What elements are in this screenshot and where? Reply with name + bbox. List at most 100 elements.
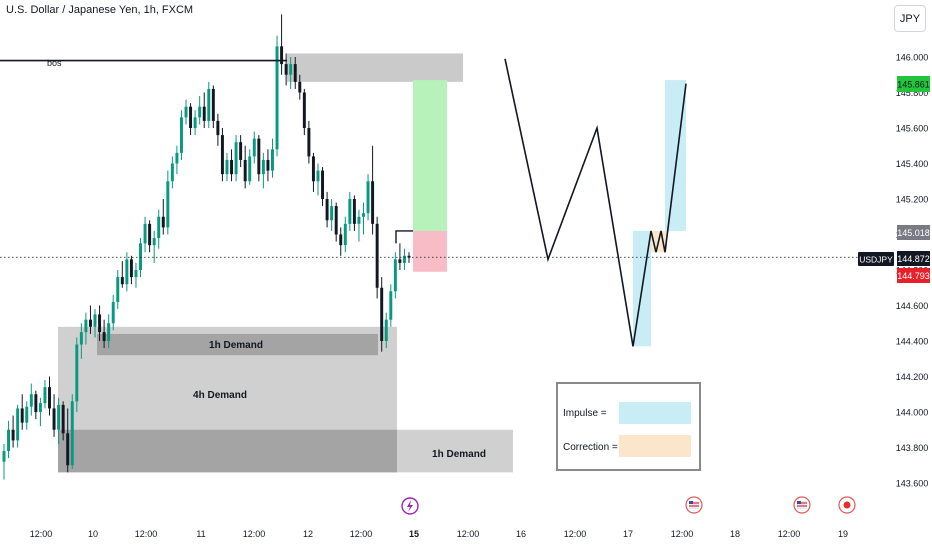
x-tick-label: 12:00 (457, 529, 480, 539)
candle (57, 397, 61, 444)
candle-body (266, 159, 270, 171)
x-tick-label: 18 (730, 529, 740, 539)
currency-button[interactable]: JPY (894, 5, 926, 32)
candle-body (302, 92, 306, 128)
candle (239, 135, 243, 168)
x-tick-label: 12:00 (778, 529, 801, 539)
candle-body (175, 152, 179, 164)
candle (7, 420, 11, 459)
candle (252, 131, 256, 164)
x-tick-label: 12:00 (350, 529, 373, 539)
candle (148, 220, 152, 253)
candle (16, 404, 20, 448)
candle-body (184, 106, 188, 118)
candle (29, 383, 33, 416)
candle (170, 156, 174, 189)
candle (152, 230, 156, 263)
candle (366, 174, 370, 221)
y-tick-label: 144.200 (896, 372, 929, 382)
candle-body (239, 142, 243, 160)
candle-body (139, 243, 142, 270)
candle-body (343, 223, 347, 246)
candle (380, 277, 384, 352)
candle (189, 103, 193, 136)
candle-body (111, 301, 115, 324)
candle (248, 149, 252, 185)
candles-layer (2, 14, 411, 480)
candle (93, 309, 97, 338)
candle (216, 113, 220, 146)
candle-body (161, 216, 165, 228)
candle-body (271, 149, 274, 171)
candle (25, 401, 29, 430)
legend-label-correction: Correction = (563, 442, 618, 453)
candle (243, 145, 247, 189)
candle-body (34, 394, 38, 412)
candle-body (84, 319, 88, 333)
candle (348, 191, 352, 231)
candle (325, 191, 329, 228)
candle (311, 152, 315, 192)
x-tick-label: 16 (516, 529, 526, 539)
candle-body (275, 46, 279, 150)
candle (79, 323, 83, 359)
candle-body (98, 314, 102, 333)
record-event-icon[interactable] (838, 496, 856, 514)
candle (166, 170, 170, 235)
candle-body (284, 64, 288, 75)
candle (193, 110, 197, 136)
lightning-event-icon[interactable] (401, 497, 419, 515)
candle-body (116, 277, 120, 302)
candle-body (57, 404, 61, 430)
candle-body (189, 106, 193, 128)
candle (179, 110, 183, 160)
candle-body (321, 170, 325, 199)
position-profit-zone (413, 80, 447, 231)
candle-body (248, 156, 252, 182)
candle-body (375, 223, 379, 288)
candle (211, 85, 215, 128)
candle (339, 227, 343, 256)
us-flag-event-icon[interactable] (685, 496, 703, 514)
candle-body (330, 206, 334, 221)
price-tag-top: 145.018 (897, 225, 930, 240)
zone-supply (287, 53, 463, 82)
candle-body (198, 106, 202, 118)
candle (398, 243, 402, 270)
projection-path (504, 58, 687, 347)
x-tick-label: 12:00 (135, 529, 158, 539)
candle-body (384, 319, 388, 341)
us-flag-event-icon-2[interactable] (793, 496, 811, 514)
price-tag-last-text: 144.872 (897, 254, 930, 264)
x-tick-label: 17 (623, 529, 633, 539)
candle-body (202, 106, 206, 121)
x-tick-label: 15 (409, 529, 419, 539)
candle (371, 145, 375, 235)
candle (157, 209, 161, 249)
impulse-box-2 (665, 80, 686, 231)
candle (11, 415, 15, 448)
candle (198, 96, 202, 125)
candle (266, 149, 270, 182)
candle (207, 81, 211, 128)
candle (362, 202, 365, 235)
candle-body (66, 433, 70, 466)
candle-body (88, 319, 92, 327)
price-tag-target-text: 145.861 (897, 80, 930, 90)
candle-body (357, 216, 361, 224)
candle (125, 252, 129, 292)
candle (298, 74, 302, 100)
candle (134, 262, 138, 288)
chart-title: U.S. Dollar / Japanese Yen, 1h, FXCM (6, 4, 194, 16)
y-tick-label: 145.600 (896, 124, 929, 134)
candle-body (393, 259, 397, 292)
candle-body (402, 255, 406, 263)
candle-body (371, 181, 375, 224)
candle (293, 57, 297, 89)
candle-body (289, 64, 293, 75)
candle (129, 255, 133, 285)
candle-body (352, 199, 356, 224)
candle (284, 53, 288, 86)
